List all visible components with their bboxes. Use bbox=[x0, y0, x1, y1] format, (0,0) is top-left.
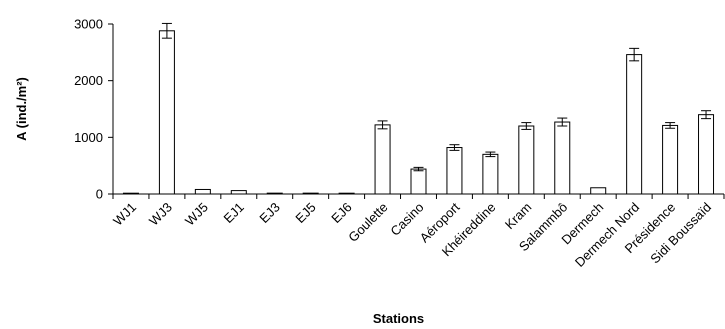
x-tick-label: Kram bbox=[502, 200, 535, 233]
x-tick-label: EJ5 bbox=[292, 200, 318, 226]
bar bbox=[590, 187, 607, 195]
x-tick-label: Goulette bbox=[345, 200, 390, 245]
bar bbox=[302, 192, 319, 195]
x-axis-title: Stations bbox=[373, 311, 424, 326]
bar bbox=[374, 124, 391, 195]
error-bar bbox=[413, 166, 424, 172]
y-tick-label: 0 bbox=[96, 187, 103, 202]
bar bbox=[410, 168, 427, 195]
x-tick-label: WJ1 bbox=[110, 200, 139, 229]
x-tick-label: EJ6 bbox=[328, 200, 354, 226]
y-tick-label: 2000 bbox=[74, 73, 103, 88]
error-bar bbox=[557, 117, 568, 127]
bar bbox=[698, 114, 715, 195]
bar bbox=[338, 192, 355, 195]
y-axis-title: A (ind./m²) bbox=[14, 77, 29, 141]
bars-group bbox=[122, 30, 715, 195]
x-tick-label: EJ1 bbox=[220, 200, 246, 226]
bar bbox=[446, 147, 463, 195]
bar bbox=[122, 192, 139, 195]
x-ticks-group: WJ1 WJ3 WJ5 EJ1 EJ3 EJ5 EJ6GouletteCasinoAérop… bbox=[110, 194, 725, 270]
error-bar bbox=[485, 151, 496, 158]
y-tick-label: 1000 bbox=[74, 130, 103, 145]
x-tick-label: WJ5 bbox=[182, 200, 211, 229]
bar bbox=[230, 190, 247, 195]
bar bbox=[554, 121, 571, 195]
bar bbox=[482, 153, 499, 195]
y-ticks-group: 0 1000 2000 3000 bbox=[74, 17, 113, 202]
x-tick-label: WJ3 bbox=[146, 200, 175, 229]
bar bbox=[626, 54, 643, 195]
bar bbox=[266, 192, 283, 195]
bar bbox=[158, 30, 175, 195]
error-bar bbox=[449, 144, 460, 151]
error-bar bbox=[161, 22, 172, 39]
error-bars-group bbox=[161, 22, 712, 172]
error-bar bbox=[701, 110, 712, 120]
bar bbox=[194, 188, 211, 195]
error-bar bbox=[377, 120, 388, 130]
error-bar bbox=[629, 47, 640, 62]
bar bbox=[662, 124, 679, 195]
error-bar bbox=[665, 122, 676, 129]
y-tick-label: 3000 bbox=[74, 17, 103, 32]
error-bar bbox=[521, 122, 532, 130]
x-tick-label: EJ3 bbox=[256, 200, 282, 226]
bar bbox=[518, 125, 535, 195]
